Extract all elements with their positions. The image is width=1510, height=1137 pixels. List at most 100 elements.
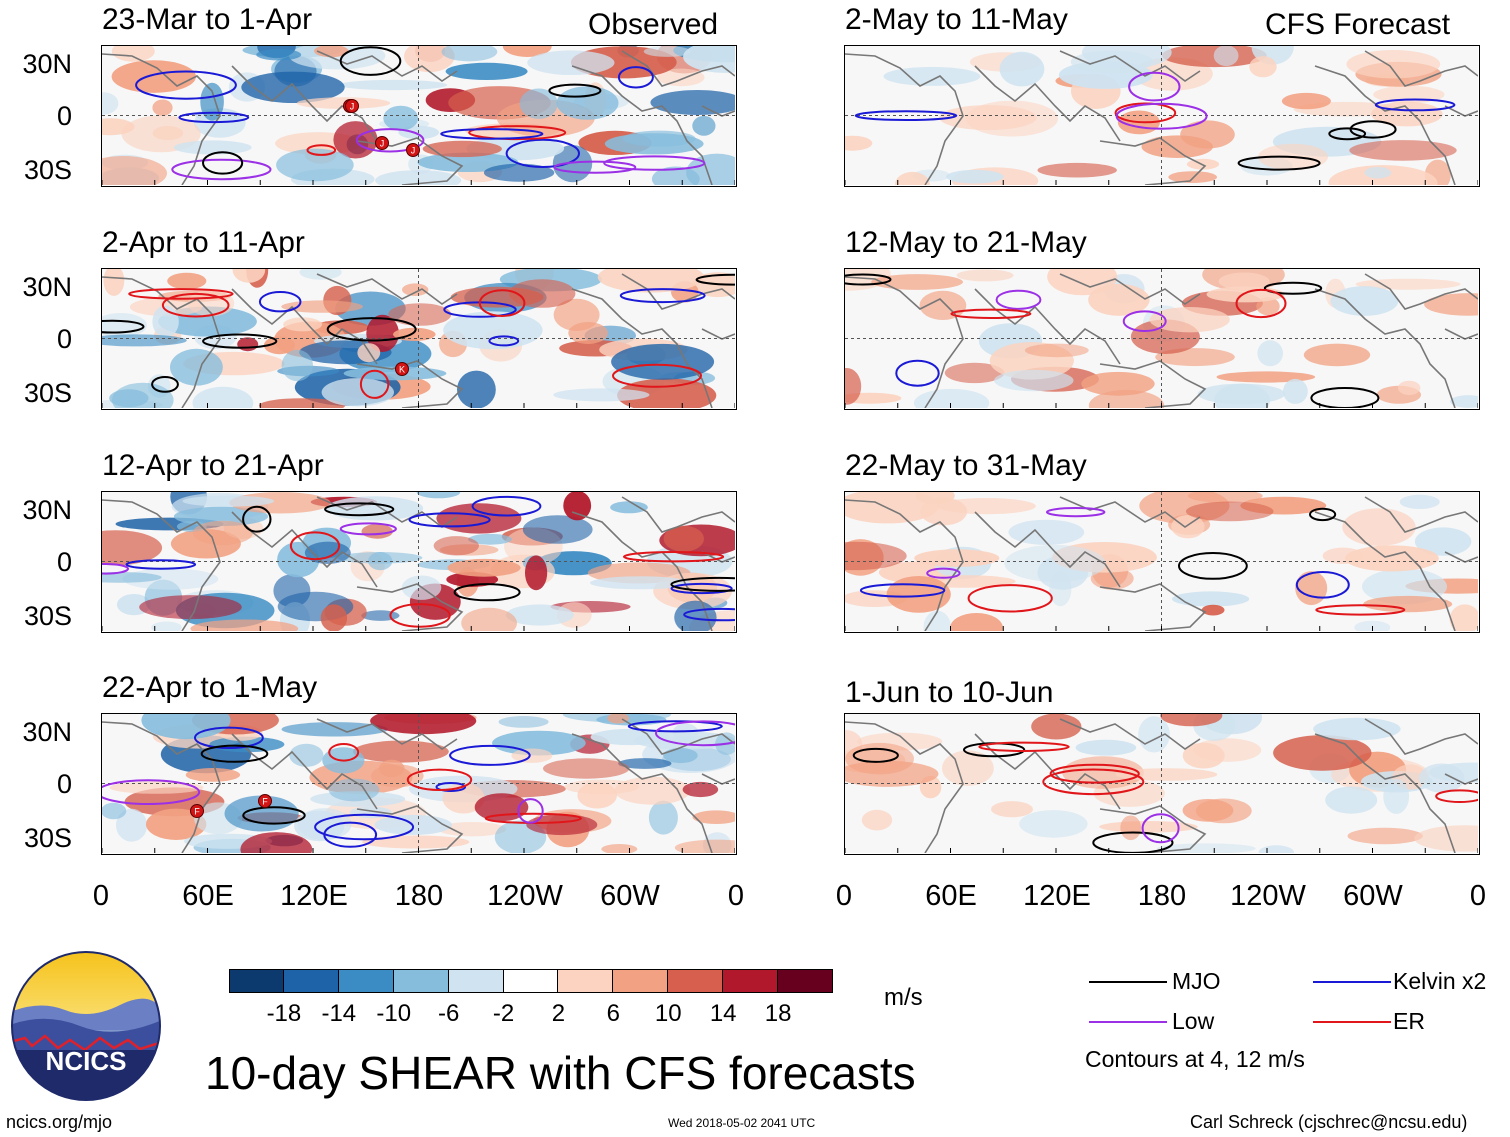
shear-anomaly [416, 492, 461, 499]
shear-map-panel [101, 491, 737, 633]
observed-label: Observed [588, 8, 719, 41]
shear-anomaly [956, 269, 1014, 282]
lat-tick-label: 0 [56, 547, 72, 577]
lon-tick-label: 0 [92, 880, 110, 912]
shear-anomaly [102, 92, 119, 115]
colorbar-cell [778, 969, 833, 993]
wave-contour [1178, 552, 1248, 580]
wave-contour [845, 273, 892, 286]
colorbar-tick-label: 14 [709, 1000, 737, 1027]
legend-label-mjo: MJO [1172, 968, 1221, 994]
lat-tick-label: 30N [22, 272, 72, 302]
wave-contour [1263, 281, 1323, 295]
wave-contour [306, 144, 337, 156]
shear-anomaly [102, 156, 167, 185]
shear-anomaly [353, 740, 449, 763]
wave-contour [1435, 789, 1478, 803]
shear-anomaly [378, 759, 405, 778]
lat-tick-label: 30N [22, 495, 72, 525]
wave-contour [161, 292, 230, 318]
shear-field [845, 492, 1478, 631]
lon-tick-label: 60W [1343, 880, 1403, 912]
coastline [1059, 50, 1201, 82]
shear-anomaly [283, 317, 323, 332]
wave-contour [151, 376, 179, 393]
coastline [621, 718, 735, 755]
shear-anomaly [1008, 519, 1085, 545]
shear-anomaly [522, 515, 593, 544]
storm-marker: F [190, 804, 204, 818]
lon-tick-label: 60W [600, 880, 660, 912]
wave-contour [471, 495, 542, 517]
shear-anomaly [590, 728, 670, 746]
panel-title: 22-Apr to 1-May [102, 671, 318, 704]
shear-anomaly [447, 558, 521, 577]
shear-anomaly [1273, 735, 1372, 771]
coastline [316, 273, 458, 305]
storm-marker-label: J [350, 102, 355, 112]
shear-anomaly [883, 66, 981, 86]
shear-anomaly [939, 105, 1037, 131]
shear-anomaly [1281, 92, 1331, 110]
panel-title: 23-Mar to 1-Apr [102, 3, 313, 36]
legend-swatch-low [1089, 1021, 1167, 1023]
footer-timestamp: Wed 2018-05-02 2041 UTC [668, 1116, 816, 1130]
shear-anomaly [674, 600, 717, 631]
shear-anomaly [1160, 714, 1223, 727]
colorbar-cell [668, 969, 724, 993]
coastline [231, 511, 378, 588]
coastline [571, 288, 713, 408]
wave-contour [950, 308, 1032, 319]
shear-anomaly [1256, 297, 1280, 316]
shear-anomaly [173, 506, 269, 527]
coastline [356, 805, 464, 853]
wave-contour [406, 768, 473, 792]
shear-anomaly [1295, 571, 1328, 606]
shear-anomaly [1450, 395, 1478, 408]
lat-tick-label: 30S [23, 601, 72, 631]
coastline [845, 276, 964, 408]
shear-anomaly [692, 810, 735, 824]
shear-anomaly [185, 768, 241, 782]
coastline [316, 718, 458, 750]
shear-anomaly [871, 274, 963, 290]
coastline [102, 721, 221, 853]
lat-tick-label: 30N [22, 49, 72, 79]
storm-marker: J [345, 99, 359, 113]
shear-anomaly [663, 525, 704, 552]
footer-url[interactable]: ncics.org/mjo [6, 1112, 113, 1132]
wave-contour [1235, 288, 1287, 319]
coastline [1314, 288, 1456, 408]
lon-tick-label: 120E [1023, 880, 1091, 912]
shear-anomaly [436, 503, 522, 534]
ncics-logo: NCICS [10, 950, 162, 1102]
coastline [1364, 50, 1478, 87]
shear-anomaly [845, 135, 873, 151]
wave-contour [1115, 102, 1208, 130]
lon-tick-label: 120W [487, 880, 563, 912]
shear-anomaly [438, 822, 507, 837]
colorbar-tick-label: 10 [654, 1000, 682, 1027]
wave-contour [202, 333, 278, 349]
shear-field [845, 46, 1478, 185]
shear-anomaly [441, 46, 498, 62]
shear-anomaly [556, 86, 619, 120]
coastline [1099, 583, 1207, 631]
shear-anomaly [111, 46, 155, 62]
shear-field [845, 269, 1478, 408]
shear-anomaly [686, 153, 735, 185]
shear-anomaly [121, 115, 201, 153]
wave-contour [389, 603, 451, 628]
coastline [974, 65, 1121, 142]
shear-anomaly [618, 758, 672, 769]
wave-contour [339, 522, 397, 536]
shear-anomaly [937, 498, 1036, 515]
shear-anomaly [913, 388, 990, 408]
shear-anomaly [1172, 591, 1250, 607]
legend-swatch-mjo [1089, 981, 1167, 983]
shear-anomaly [109, 781, 204, 794]
colorbar-tick-label: 6 [606, 1000, 621, 1027]
coastline [231, 288, 378, 365]
lon-tick-label: 0 [727, 880, 745, 912]
wave-contour [548, 83, 602, 98]
